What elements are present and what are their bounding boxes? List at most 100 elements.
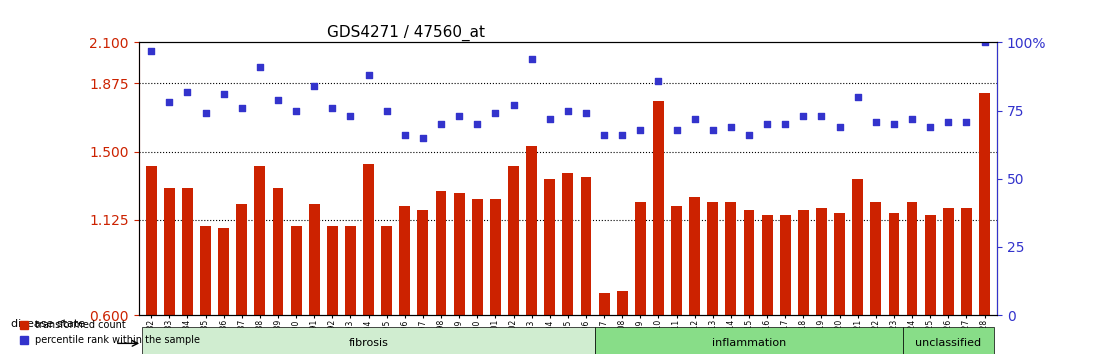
Bar xyxy=(925,215,935,315)
Point xyxy=(649,78,667,84)
Point xyxy=(668,127,686,132)
Point xyxy=(541,116,558,122)
Point xyxy=(686,116,704,122)
Point xyxy=(722,124,740,130)
Bar xyxy=(363,164,375,315)
Point xyxy=(758,121,776,127)
Bar xyxy=(399,206,410,315)
Point xyxy=(469,121,486,127)
Bar xyxy=(780,215,791,315)
Bar xyxy=(726,202,737,315)
Bar xyxy=(273,188,284,315)
Point xyxy=(632,127,649,132)
Point xyxy=(504,102,522,108)
Point xyxy=(577,110,595,116)
Point xyxy=(885,121,903,127)
Bar xyxy=(201,226,211,315)
Bar xyxy=(309,204,320,315)
Point xyxy=(414,135,432,141)
Bar xyxy=(961,208,972,315)
Bar xyxy=(671,206,683,315)
Point xyxy=(614,132,632,138)
Bar xyxy=(815,208,827,315)
Point xyxy=(142,48,160,53)
Text: fibrosis: fibrosis xyxy=(349,338,389,348)
Point xyxy=(740,132,758,138)
Bar xyxy=(290,226,301,315)
Bar xyxy=(435,192,447,315)
FancyBboxPatch shape xyxy=(595,327,903,354)
Bar xyxy=(472,199,483,315)
Bar xyxy=(236,204,247,315)
Bar xyxy=(164,188,175,315)
Point xyxy=(903,116,921,122)
Bar xyxy=(581,177,592,315)
Bar xyxy=(906,202,917,315)
Point xyxy=(269,97,287,103)
Point xyxy=(378,108,396,113)
Text: inflammation: inflammation xyxy=(711,338,787,348)
Point xyxy=(178,89,196,95)
Point xyxy=(940,119,957,124)
Bar xyxy=(979,93,989,315)
Bar xyxy=(707,202,718,315)
Point xyxy=(252,64,269,70)
Bar xyxy=(761,215,772,315)
Point xyxy=(196,110,214,116)
Bar xyxy=(598,293,609,315)
Bar xyxy=(798,210,809,315)
Point xyxy=(812,113,830,119)
Text: unclassified: unclassified xyxy=(915,338,982,348)
Point xyxy=(215,91,233,97)
Point xyxy=(287,108,305,113)
Point xyxy=(324,105,341,111)
Bar xyxy=(889,213,900,315)
Point xyxy=(957,119,975,124)
Point xyxy=(704,127,721,132)
Point xyxy=(849,94,866,100)
Bar xyxy=(943,208,954,315)
Bar xyxy=(544,179,555,315)
Point xyxy=(432,121,450,127)
Point xyxy=(831,124,849,130)
Bar xyxy=(255,166,265,315)
Point xyxy=(360,72,378,78)
Bar xyxy=(563,173,573,315)
Bar xyxy=(218,228,229,315)
Point xyxy=(560,108,577,113)
Bar xyxy=(689,197,700,315)
Point xyxy=(794,113,812,119)
Point xyxy=(866,119,884,124)
Bar xyxy=(182,188,193,315)
Bar xyxy=(146,166,156,315)
Bar xyxy=(526,146,537,315)
Bar xyxy=(653,101,664,315)
Text: GDS4271 / 47560_at: GDS4271 / 47560_at xyxy=(328,25,485,41)
Point xyxy=(486,110,504,116)
Point xyxy=(341,113,359,119)
FancyBboxPatch shape xyxy=(142,327,595,354)
Point xyxy=(922,124,940,130)
Point xyxy=(233,105,250,111)
Bar xyxy=(635,202,646,315)
Bar xyxy=(418,210,429,315)
Text: disease state: disease state xyxy=(11,319,85,329)
Bar xyxy=(834,213,845,315)
Bar xyxy=(453,193,464,315)
Legend: transformed count, percentile rank within the sample: transformed count, percentile rank withi… xyxy=(16,316,204,349)
Bar xyxy=(743,210,755,315)
Point xyxy=(396,132,413,138)
Bar xyxy=(871,202,881,315)
Point xyxy=(306,83,324,89)
Point xyxy=(450,113,468,119)
Bar xyxy=(381,226,392,315)
Bar xyxy=(617,291,627,315)
FancyBboxPatch shape xyxy=(903,327,994,354)
Bar xyxy=(509,166,519,315)
Point xyxy=(523,56,541,62)
Bar xyxy=(327,226,338,315)
Point xyxy=(976,40,994,45)
Point xyxy=(777,121,794,127)
Point xyxy=(595,132,613,138)
Bar xyxy=(490,199,501,315)
